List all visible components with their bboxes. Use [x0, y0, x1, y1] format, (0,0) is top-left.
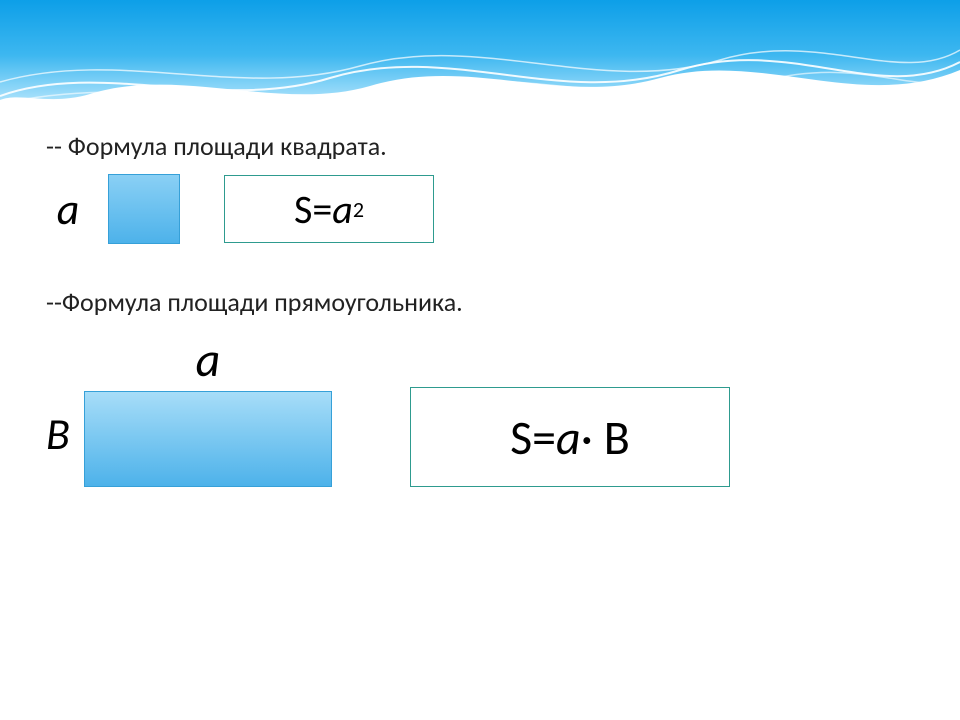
wave-banner: [0, 0, 960, 112]
formula2-a: a: [556, 408, 581, 467]
rect-group: В а: [46, 330, 332, 487]
formula-a: a: [332, 185, 353, 234]
rect-formula-box: S= a · В: [410, 387, 730, 487]
square-side-label: а: [46, 182, 90, 236]
square-formula-box: S=a2: [224, 175, 434, 243]
rect-side-label: В: [46, 407, 70, 487]
rect-top-label: а: [196, 330, 221, 389]
formula-S: S=: [294, 185, 332, 234]
square-heading: -- Формула площади квадрата.: [46, 130, 920, 162]
slide-content: -- Формула площади квадрата. а S=a2 --Фо…: [0, 120, 960, 487]
rect-heading: --Формула площади прямоугольника.: [46, 286, 920, 318]
formula2-S: S=: [510, 408, 556, 467]
square-shape: [108, 174, 180, 244]
square-row: а S=a2: [46, 174, 920, 244]
formula-exp: 2: [353, 196, 364, 223]
formula2-dotB: · В: [581, 408, 630, 467]
rect-shape: [84, 391, 332, 487]
rect-block: а: [84, 330, 332, 487]
rect-row: В а S= a · В: [46, 330, 920, 487]
